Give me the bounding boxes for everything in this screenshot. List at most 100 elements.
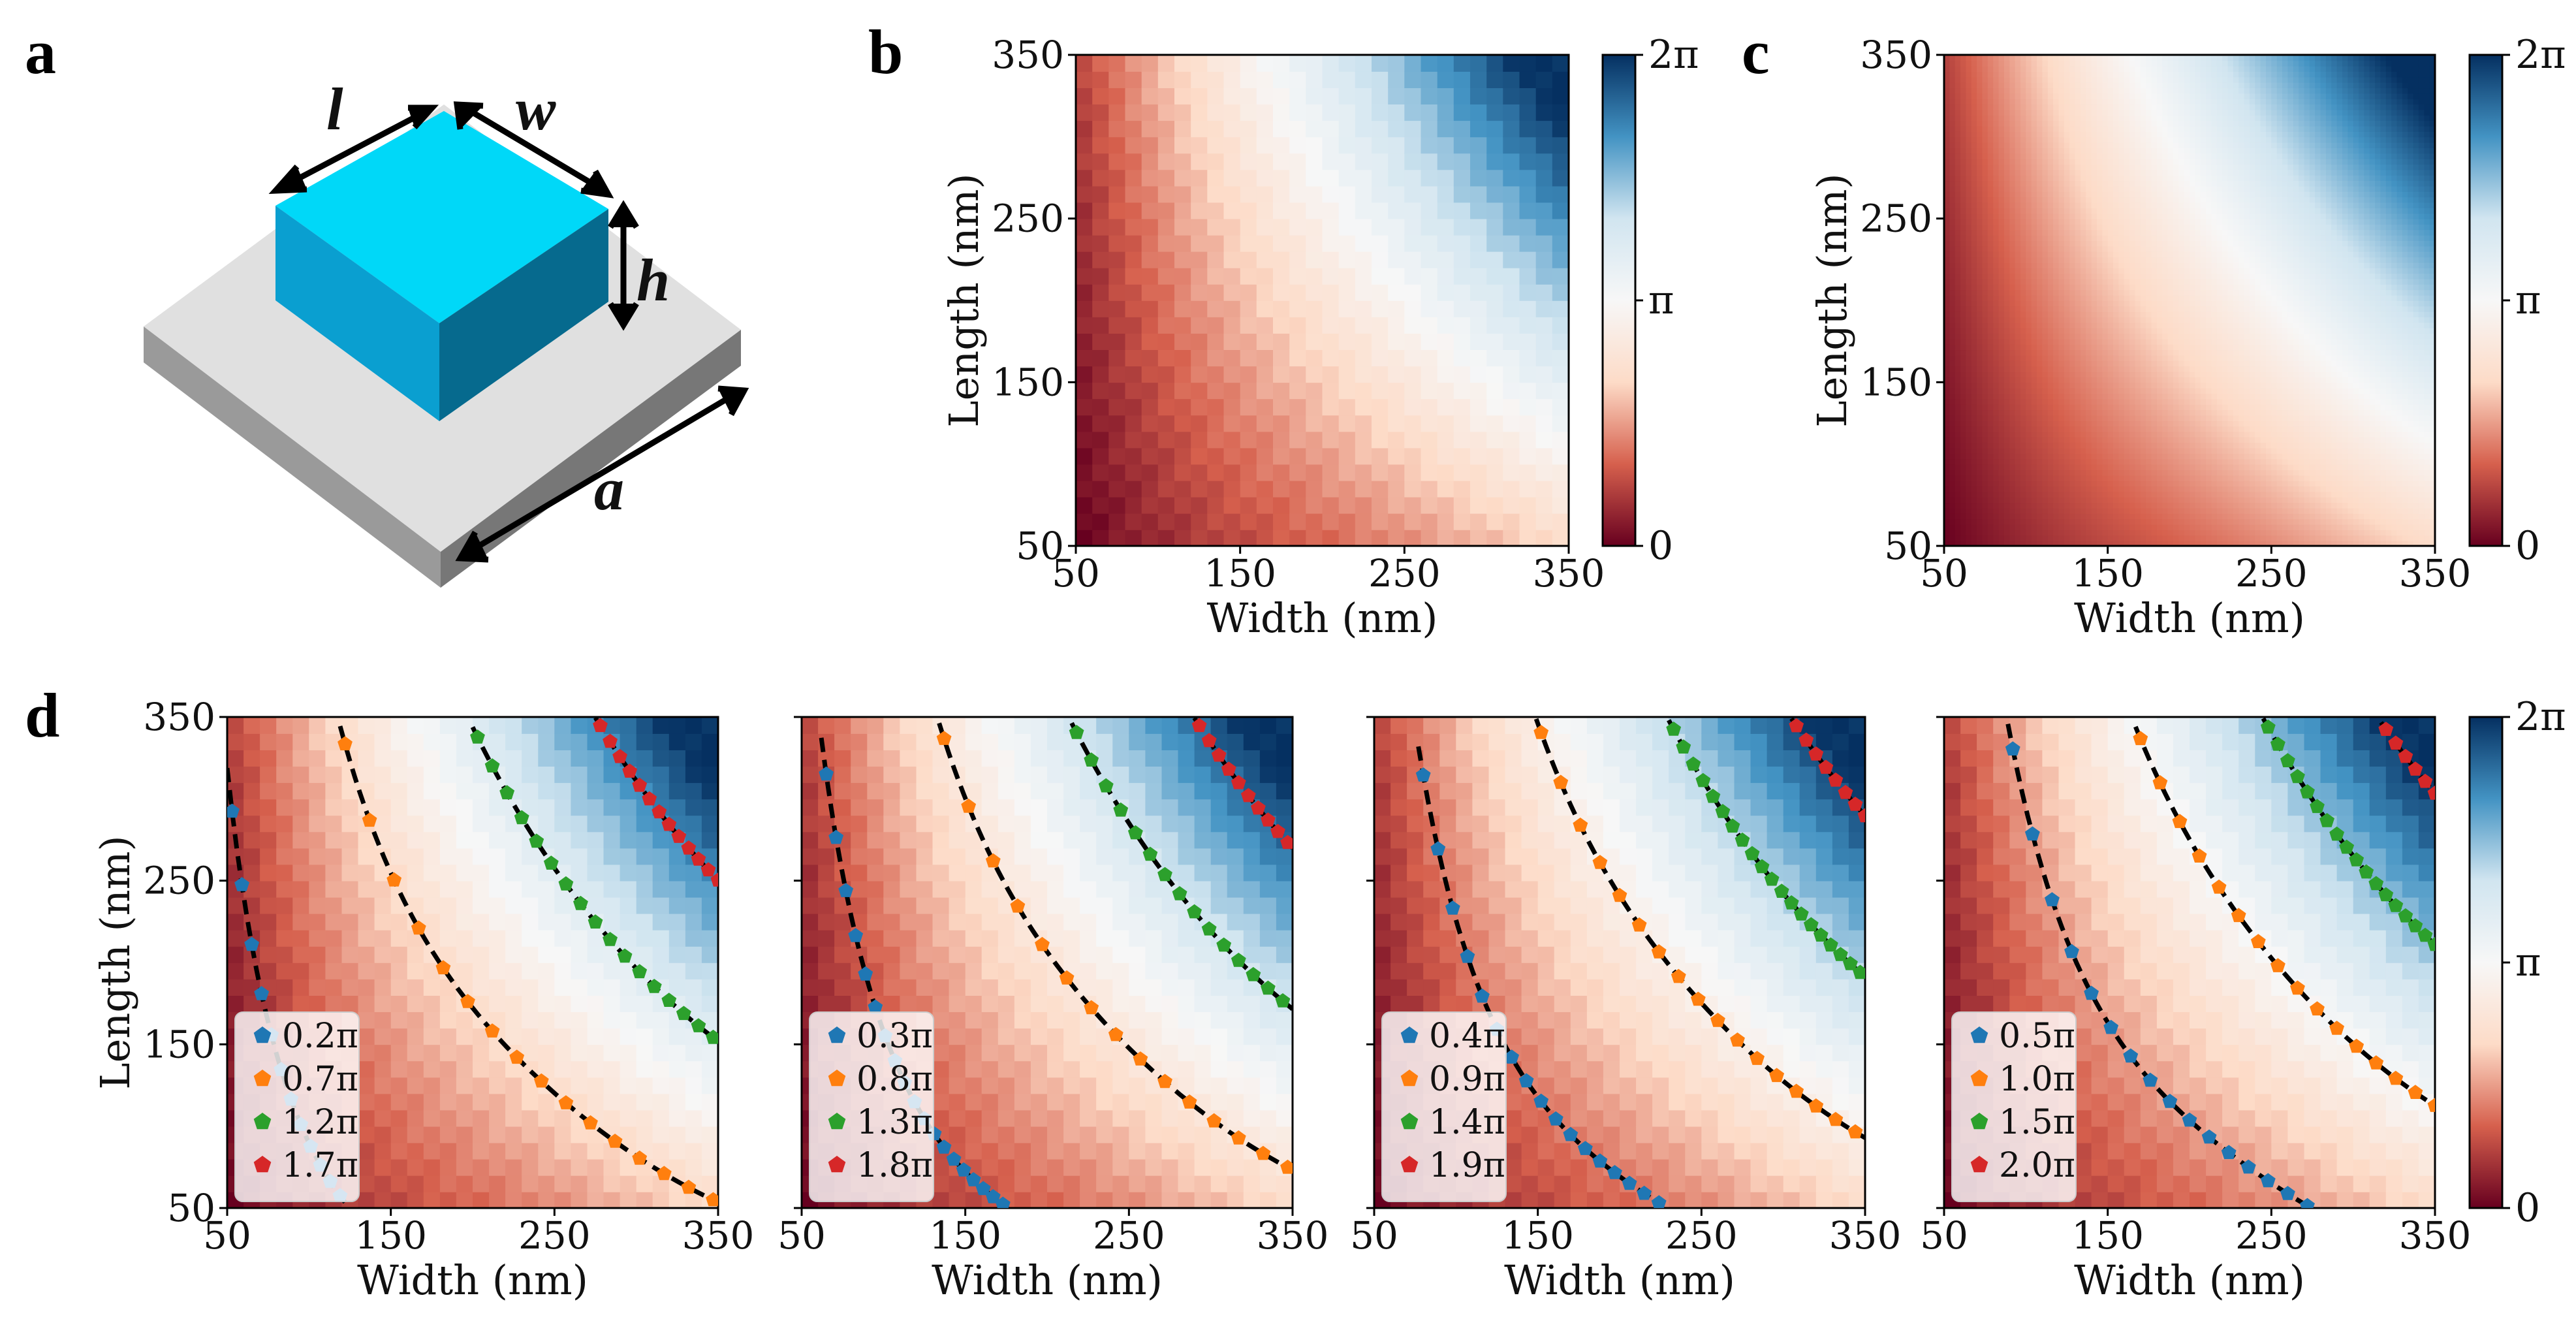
heatmap-cell xyxy=(1503,185,1520,203)
heatmap-cell xyxy=(2173,486,2180,492)
heatmap-cell xyxy=(1998,278,2005,285)
heatmap-cell xyxy=(2124,426,2130,432)
heatmap-cell xyxy=(1944,322,1951,328)
heatmap-cell xyxy=(2047,415,2054,421)
heatmap-cell xyxy=(1971,371,1978,377)
heatmap-cell xyxy=(2178,371,2185,377)
heatmap-cell xyxy=(2167,317,2174,323)
heatmap-cell xyxy=(2053,453,2060,460)
heatmap-cell xyxy=(2156,535,2163,541)
heatmap-cell xyxy=(2173,311,2180,317)
heatmap-cell xyxy=(1998,535,2005,541)
heatmap-cell xyxy=(2097,93,2103,99)
heatmap-cell xyxy=(1552,447,1569,465)
heatmap-cell xyxy=(2140,202,2147,208)
heatmap-cell xyxy=(1519,513,1537,530)
heatmap-cell xyxy=(2107,382,2114,389)
heatmap-cell xyxy=(2037,278,2043,285)
heatmap-cell xyxy=(1982,185,1988,192)
heatmap-cell xyxy=(2173,164,2180,170)
heatmap-cell xyxy=(2102,415,2109,421)
heatmap-cell xyxy=(1273,267,1290,285)
heatmap-cell xyxy=(2020,229,2027,236)
heatmap-cell xyxy=(2026,507,2032,514)
heatmap-cell xyxy=(2069,60,2076,67)
heatmap-cell xyxy=(2124,469,2130,476)
heatmap-cell xyxy=(1977,283,1983,291)
heatmap-cell xyxy=(2167,524,2174,530)
heatmap-cell xyxy=(2058,371,2065,377)
heatmap-cell xyxy=(1971,234,1978,241)
heatmap-cell xyxy=(1240,251,1257,268)
heatmap-cell xyxy=(2113,486,2120,492)
heatmap-cell xyxy=(2069,98,2076,105)
heatmap-cell xyxy=(2069,273,2076,279)
heatmap-cell xyxy=(1437,464,1454,481)
heatmap-cell xyxy=(2124,529,2130,536)
heatmap-cell xyxy=(1191,218,1208,236)
heatmap-cell xyxy=(2167,289,2174,296)
heatmap-cell xyxy=(1982,453,1988,460)
heatmap-cell xyxy=(1486,398,1504,416)
heatmap-cell xyxy=(1998,529,2005,536)
heatmap-cell xyxy=(1207,415,1225,432)
heatmap-cell xyxy=(2173,114,2180,121)
heatmap-cell xyxy=(2037,475,2043,481)
heatmap-cell xyxy=(2086,164,2092,170)
heatmap-cell xyxy=(2064,229,2071,236)
heatmap-cell xyxy=(2009,382,2016,389)
heatmap-cell xyxy=(2102,180,2109,187)
colorbar-tick-label: 0 xyxy=(1648,523,1673,569)
heatmap-cell xyxy=(1955,300,1961,307)
heatmap-cell xyxy=(1223,464,1241,481)
heatmap-cell xyxy=(2162,540,2169,547)
heatmap-cell xyxy=(1470,71,1487,88)
heatmap-cell xyxy=(1174,366,1191,383)
heatmap-cell xyxy=(2009,502,2016,509)
heatmap-cell xyxy=(2009,343,2016,351)
heatmap-cell xyxy=(1993,322,2000,328)
heatmap-cell xyxy=(1944,442,1951,449)
heatmap-cell xyxy=(2135,278,2141,285)
heatmap-cell xyxy=(2080,125,2087,132)
heatmap-cell xyxy=(1998,65,2005,72)
heatmap-cell xyxy=(2113,174,2120,182)
heatmap-cell xyxy=(2042,87,2049,94)
heatmap-cell xyxy=(1388,169,1406,187)
heatmap-cell xyxy=(2086,426,2092,432)
heatmap-cell xyxy=(2009,251,2016,258)
heatmap-cell xyxy=(2075,197,2081,203)
heatmap-cell xyxy=(1993,491,2000,498)
heatmap-cell xyxy=(1982,131,1988,138)
heatmap-cell xyxy=(1552,218,1569,236)
heatmap-cell xyxy=(2047,60,2054,67)
heatmap-cell xyxy=(1174,480,1191,498)
heatmap-cell xyxy=(2107,294,2114,301)
heatmap-cell xyxy=(2140,409,2147,416)
heatmap-cell xyxy=(2162,513,2169,520)
heatmap-cell xyxy=(2118,513,2125,520)
heatmap-cell xyxy=(2151,185,2158,192)
heatmap-cell xyxy=(2086,202,2092,208)
heatmap-cell xyxy=(2069,93,2076,99)
heatmap-cell xyxy=(1289,234,1307,252)
heatmap-cell xyxy=(2151,447,2158,454)
heatmap-cell xyxy=(2151,338,2158,345)
heatmap-cell xyxy=(1372,251,1389,268)
heatmap-cell xyxy=(2058,491,2065,498)
heatmap-cell xyxy=(2042,491,2049,498)
heatmap-cell xyxy=(2064,338,2071,345)
heatmap-cell xyxy=(2140,464,2147,470)
heatmap-cell xyxy=(2151,409,2158,416)
heatmap-cell xyxy=(1960,453,1967,460)
heatmap-cell xyxy=(2047,213,2054,219)
heatmap-cell xyxy=(2113,398,2120,405)
heatmap-cell xyxy=(2102,191,2109,198)
heatmap-cell xyxy=(2102,338,2109,345)
heatmap-cell xyxy=(2118,224,2125,231)
heatmap-cell xyxy=(1306,496,1323,514)
heatmap-cell xyxy=(1949,104,1956,110)
heatmap-cell xyxy=(1125,398,1142,416)
heatmap-cell xyxy=(2162,393,2169,400)
heatmap-cell xyxy=(2129,366,2136,372)
